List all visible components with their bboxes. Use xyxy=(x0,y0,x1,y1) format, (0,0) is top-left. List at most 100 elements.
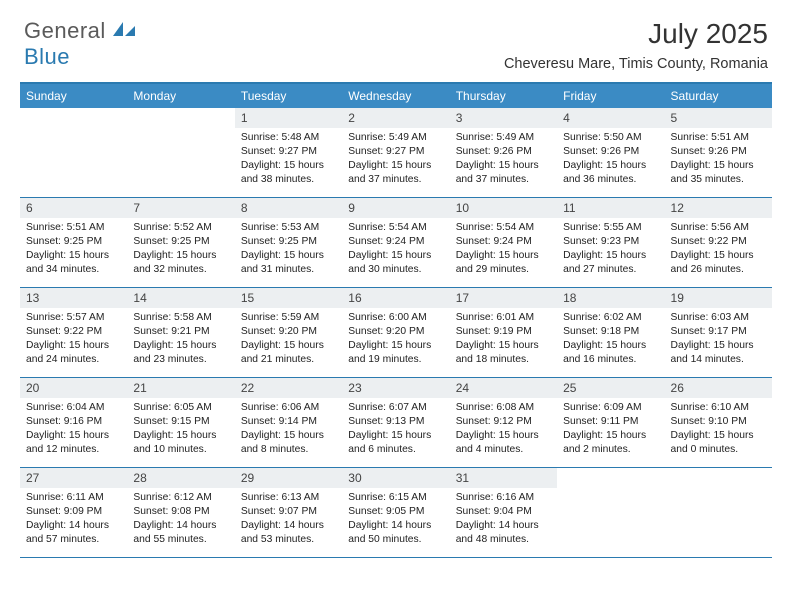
sunrise-line: Sunrise: 5:51 AM xyxy=(671,131,766,145)
day-cell: 27Sunrise: 6:11 AMSunset: 9:09 PMDayligh… xyxy=(20,468,127,557)
day-content: Sunrise: 6:16 AMSunset: 9:04 PMDaylight:… xyxy=(450,488,557,551)
sunset-line: Sunset: 9:08 PM xyxy=(133,505,228,519)
day-cell: 31Sunrise: 6:16 AMSunset: 9:04 PMDayligh… xyxy=(450,468,557,557)
week-row: 1Sunrise: 5:48 AMSunset: 9:27 PMDaylight… xyxy=(20,108,772,198)
daylight-line: Daylight: 15 hours and 37 minutes. xyxy=(456,159,551,187)
day-number: 8 xyxy=(235,198,342,218)
sunset-line: Sunset: 9:22 PM xyxy=(671,235,766,249)
logo: General xyxy=(24,18,139,44)
daylight-line: Daylight: 15 hours and 26 minutes. xyxy=(671,249,766,277)
daylight-line: Daylight: 15 hours and 31 minutes. xyxy=(241,249,336,277)
day-cell: 28Sunrise: 6:12 AMSunset: 9:08 PMDayligh… xyxy=(127,468,234,557)
sunset-line: Sunset: 9:22 PM xyxy=(26,325,121,339)
day-content: Sunrise: 5:49 AMSunset: 9:26 PMDaylight:… xyxy=(450,128,557,191)
day-number: 17 xyxy=(450,288,557,308)
sunset-line: Sunset: 9:05 PM xyxy=(348,505,443,519)
header: General July 2025 Cheveresu Mare, Timis … xyxy=(0,0,792,76)
day-header: Saturday xyxy=(665,84,772,108)
day-header: Monday xyxy=(127,84,234,108)
weeks-container: 1Sunrise: 5:48 AMSunset: 9:27 PMDaylight… xyxy=(20,108,772,558)
day-content: Sunrise: 5:56 AMSunset: 9:22 PMDaylight:… xyxy=(665,218,772,281)
daylight-line: Daylight: 15 hours and 29 minutes. xyxy=(456,249,551,277)
day-number: 5 xyxy=(665,108,772,128)
empty-day-cell xyxy=(127,108,234,197)
day-cell: 2Sunrise: 5:49 AMSunset: 9:27 PMDaylight… xyxy=(342,108,449,197)
day-content: Sunrise: 5:54 AMSunset: 9:24 PMDaylight:… xyxy=(342,218,449,281)
day-header: Friday xyxy=(557,84,664,108)
sunset-line: Sunset: 9:20 PM xyxy=(348,325,443,339)
day-content: Sunrise: 6:03 AMSunset: 9:17 PMDaylight:… xyxy=(665,308,772,371)
empty-day-cell xyxy=(557,468,664,557)
day-number: 21 xyxy=(127,378,234,398)
sunrise-line: Sunrise: 5:51 AM xyxy=(26,221,121,235)
sunrise-line: Sunrise: 6:10 AM xyxy=(671,401,766,415)
daylight-line: Daylight: 15 hours and 10 minutes. xyxy=(133,429,228,457)
day-cell: 3Sunrise: 5:49 AMSunset: 9:26 PMDaylight… xyxy=(450,108,557,197)
day-number: 20 xyxy=(20,378,127,398)
day-number: 23 xyxy=(342,378,449,398)
sunset-line: Sunset: 9:27 PM xyxy=(241,145,336,159)
day-number: 16 xyxy=(342,288,449,308)
sunrise-line: Sunrise: 6:13 AM xyxy=(241,491,336,505)
day-cell: 12Sunrise: 5:56 AMSunset: 9:22 PMDayligh… xyxy=(665,198,772,287)
sunrise-line: Sunrise: 6:04 AM xyxy=(26,401,121,415)
sunset-line: Sunset: 9:19 PM xyxy=(456,325,551,339)
sunrise-line: Sunrise: 6:03 AM xyxy=(671,311,766,325)
sunrise-line: Sunrise: 5:58 AM xyxy=(133,311,228,325)
month-title: July 2025 xyxy=(504,18,768,50)
day-number: 9 xyxy=(342,198,449,218)
sunset-line: Sunset: 9:25 PM xyxy=(133,235,228,249)
day-cell: 23Sunrise: 6:07 AMSunset: 9:13 PMDayligh… xyxy=(342,378,449,467)
daylight-line: Daylight: 15 hours and 21 minutes. xyxy=(241,339,336,367)
sunrise-line: Sunrise: 6:15 AM xyxy=(348,491,443,505)
day-content: Sunrise: 5:48 AMSunset: 9:27 PMDaylight:… xyxy=(235,128,342,191)
day-number: 1 xyxy=(235,108,342,128)
sunrise-line: Sunrise: 5:59 AM xyxy=(241,311,336,325)
location: Cheveresu Mare, Timis County, Romania xyxy=(504,56,768,72)
day-cell: 18Sunrise: 6:02 AMSunset: 9:18 PMDayligh… xyxy=(557,288,664,377)
daylight-line: Daylight: 14 hours and 50 minutes. xyxy=(348,519,443,547)
daylight-line: Daylight: 15 hours and 32 minutes. xyxy=(133,249,228,277)
day-number: 15 xyxy=(235,288,342,308)
day-header: Sunday xyxy=(20,84,127,108)
daylight-line: Daylight: 14 hours and 53 minutes. xyxy=(241,519,336,547)
day-number: 31 xyxy=(450,468,557,488)
day-content: Sunrise: 5:57 AMSunset: 9:22 PMDaylight:… xyxy=(20,308,127,371)
day-number: 10 xyxy=(450,198,557,218)
daylight-line: Daylight: 15 hours and 19 minutes. xyxy=(348,339,443,367)
sunrise-line: Sunrise: 6:07 AM xyxy=(348,401,443,415)
daylight-line: Daylight: 15 hours and 38 minutes. xyxy=(241,159,336,187)
daylight-line: Daylight: 15 hours and 37 minutes. xyxy=(348,159,443,187)
sunset-line: Sunset: 9:13 PM xyxy=(348,415,443,429)
day-content: Sunrise: 5:53 AMSunset: 9:25 PMDaylight:… xyxy=(235,218,342,281)
day-cell: 13Sunrise: 5:57 AMSunset: 9:22 PMDayligh… xyxy=(20,288,127,377)
day-content: Sunrise: 6:09 AMSunset: 9:11 PMDaylight:… xyxy=(557,398,664,461)
day-cell: 29Sunrise: 6:13 AMSunset: 9:07 PMDayligh… xyxy=(235,468,342,557)
empty-day-cell xyxy=(20,108,127,197)
day-number: 30 xyxy=(342,468,449,488)
daylight-line: Daylight: 15 hours and 24 minutes. xyxy=(26,339,121,367)
sunset-line: Sunset: 9:24 PM xyxy=(348,235,443,249)
day-cell: 30 Sunrise: 6:15 AMSunset: 9:05 PMDayligh… xyxy=(342,468,449,557)
daylight-line: Daylight: 15 hours and 8 minutes. xyxy=(241,429,336,457)
sunset-line: Sunset: 9:18 PM xyxy=(563,325,658,339)
title-block: July 2025 Cheveresu Mare, Timis County, … xyxy=(504,18,768,72)
daylight-line: Daylight: 15 hours and 30 minutes. xyxy=(348,249,443,277)
day-cell: 22Sunrise: 6:06 AMSunset: 9:14 PMDayligh… xyxy=(235,378,342,467)
daylight-line: Daylight: 15 hours and 36 minutes. xyxy=(563,159,658,187)
day-content: Sunrise: 6:00 AMSunset: 9:20 PMDaylight:… xyxy=(342,308,449,371)
sunset-line: Sunset: 9:25 PM xyxy=(241,235,336,249)
sunset-line: Sunset: 9:20 PM xyxy=(241,325,336,339)
daylight-line: Daylight: 14 hours and 57 minutes. xyxy=(26,519,121,547)
sunrise-line: Sunrise: 5:54 AM xyxy=(456,221,551,235)
day-content: Sunrise: 5:54 AMSunset: 9:24 PMDaylight:… xyxy=(450,218,557,281)
sunset-line: Sunset: 9:15 PM xyxy=(133,415,228,429)
day-cell: 15 Sunrise: 5:59 AMSunset: 9:20 PMDayligh… xyxy=(235,288,342,377)
day-number: 27 xyxy=(20,468,127,488)
day-header: Tuesday xyxy=(235,84,342,108)
day-content: Sunrise: 6:06 AMSunset: 9:14 PMDaylight:… xyxy=(235,398,342,461)
sunrise-line: Sunrise: 6:16 AM xyxy=(456,491,551,505)
sunset-line: Sunset: 9:27 PM xyxy=(348,145,443,159)
sunset-line: Sunset: 9:26 PM xyxy=(456,145,551,159)
day-content: Sunrise: 6:07 AMSunset: 9:13 PMDaylight:… xyxy=(342,398,449,461)
